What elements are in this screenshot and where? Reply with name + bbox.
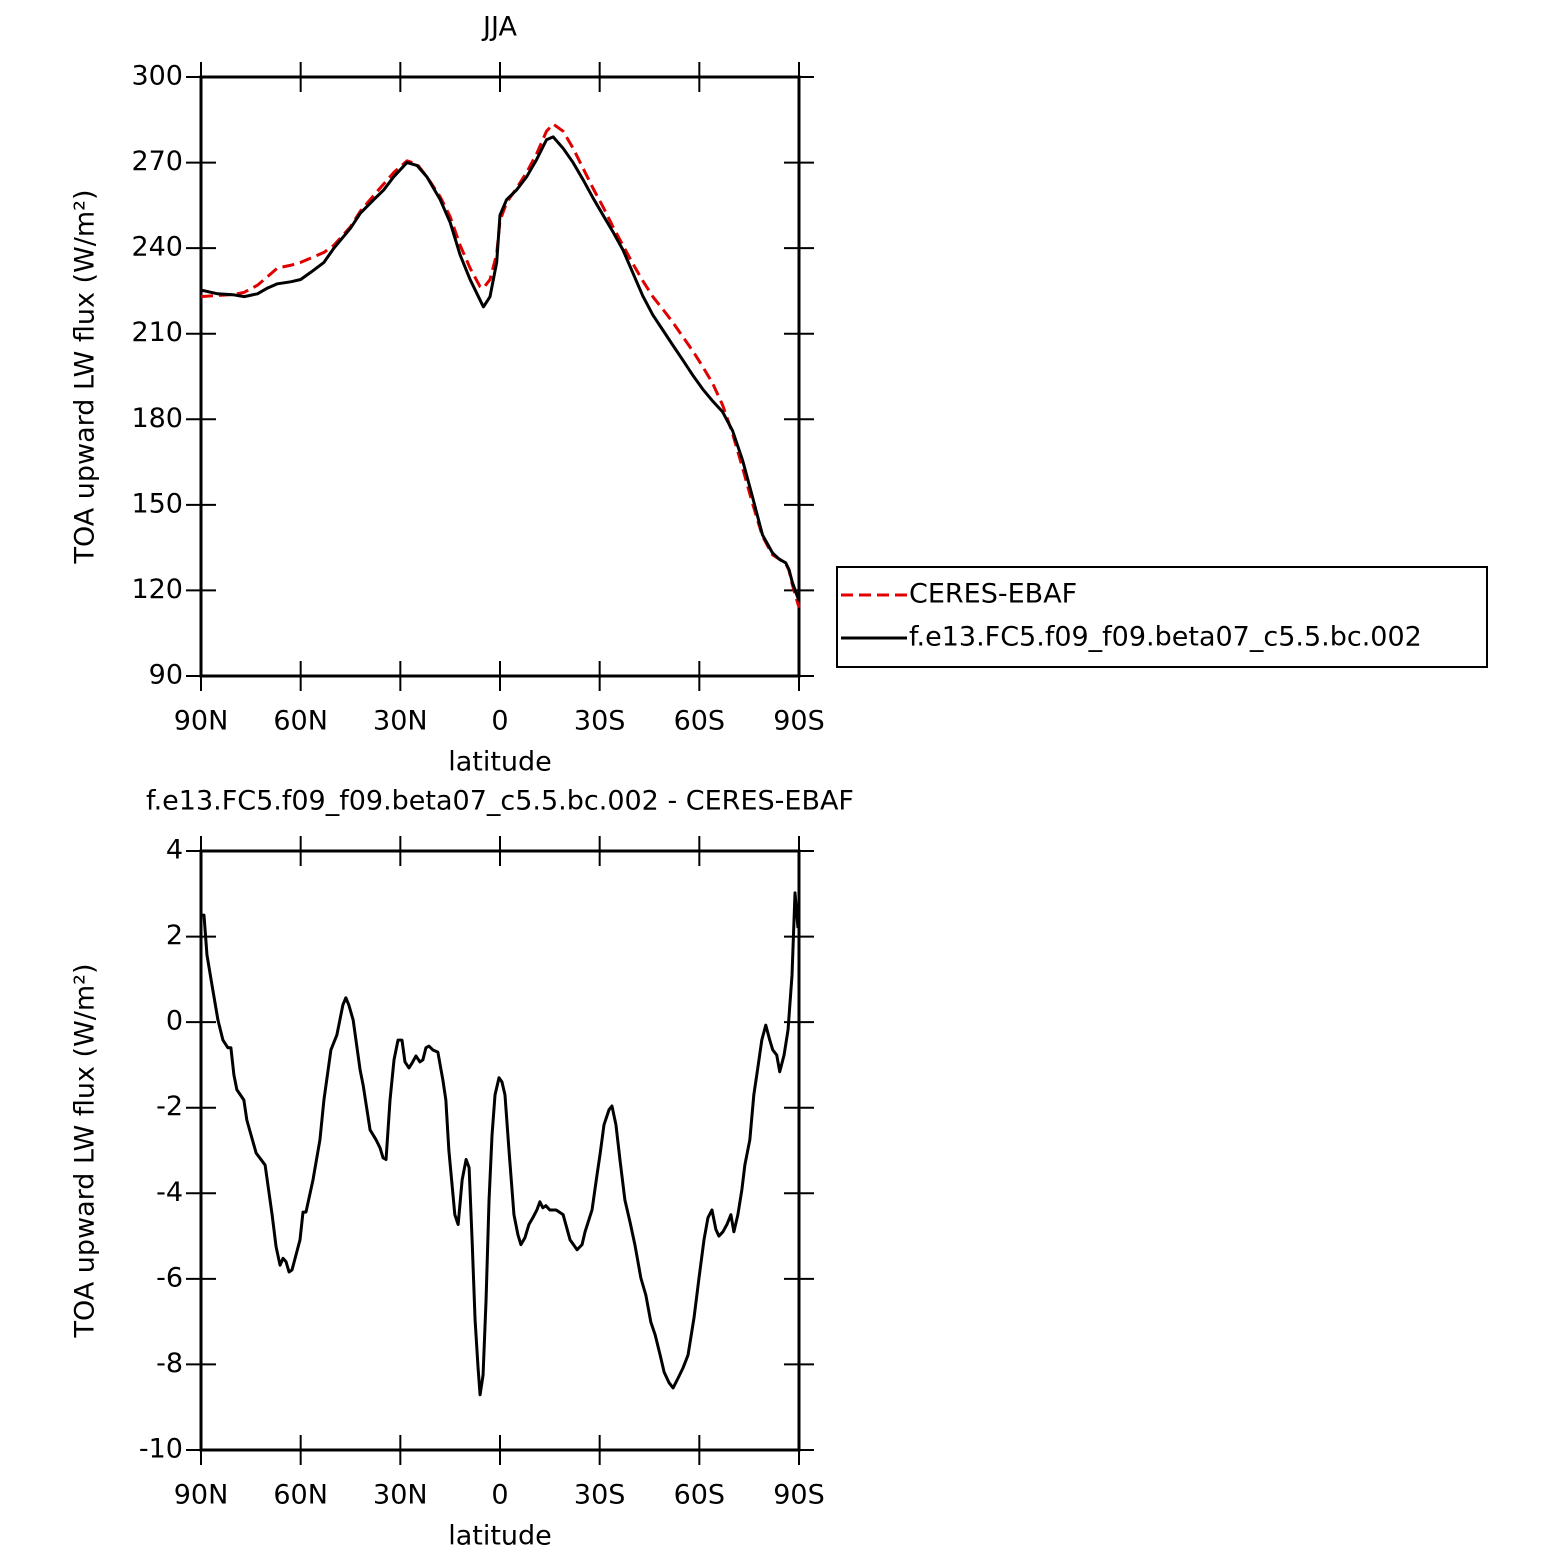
y-tick-label: 300 (131, 61, 183, 92)
x-tick-label: 0 (491, 1480, 508, 1511)
x-tick-label: 60S (674, 1480, 726, 1511)
x-axis-label: latitude (448, 1521, 552, 1552)
x-tick-label: 30N (373, 706, 428, 737)
x-tick-label: 30S (574, 706, 626, 737)
chart-title: JJA (481, 12, 517, 43)
y-axis-label: TOA upward LW flux (W/m²) (70, 963, 101, 1338)
y-tick-label: 2 (166, 920, 183, 951)
y-tick-label: 210 (131, 317, 183, 348)
y-tick-label: 150 (131, 488, 183, 519)
y-tick-label: -10 (139, 1434, 183, 1465)
x-tick-label: 60N (273, 706, 328, 737)
series-line (200, 135, 801, 602)
x-axis-label: latitude (448, 747, 552, 778)
series-line (200, 122, 801, 608)
y-axis-label: TOA upward LW flux (W/m²) (70, 189, 101, 564)
series-line (201, 891, 800, 1397)
x-tick-label: 90S (773, 1480, 825, 1511)
y-tick-label: 270 (131, 146, 183, 177)
y-tick-label: 90 (149, 660, 183, 691)
x-tick-label: 30N (373, 1480, 428, 1511)
legend-label: f.e13.FC5.f09_f09.beta07_c5.5.bc.002 (909, 622, 1422, 653)
x-tick-label: 60S (674, 706, 726, 737)
x-tick-label: 30S (574, 1480, 626, 1511)
y-tick-label: -8 (156, 1348, 183, 1379)
x-tick-label: 90N (174, 1480, 229, 1511)
y-tick-label: 180 (131, 403, 183, 434)
y-tick-label: 120 (131, 574, 183, 605)
chart-title: f.e13.FC5.f09_f09.beta07_c5.5.bc.002 - C… (146, 786, 854, 817)
y-tick-label: -6 (156, 1262, 183, 1293)
legend-label: CERES-EBAF (909, 579, 1077, 610)
plot-frame (199, 849, 801, 1452)
y-tick-label: 4 (166, 835, 183, 866)
y-tick-label: 240 (131, 232, 183, 263)
legend-box (836, 566, 1488, 668)
y-tick-label: 0 (166, 1006, 183, 1037)
y-tick-label: -4 (156, 1177, 183, 1208)
y-tick-label: -2 (156, 1091, 183, 1122)
x-tick-label: 60N (273, 1480, 328, 1511)
x-tick-label: 0 (491, 706, 508, 737)
x-tick-label: 90S (773, 706, 825, 737)
x-tick-label: 90N (174, 706, 229, 737)
